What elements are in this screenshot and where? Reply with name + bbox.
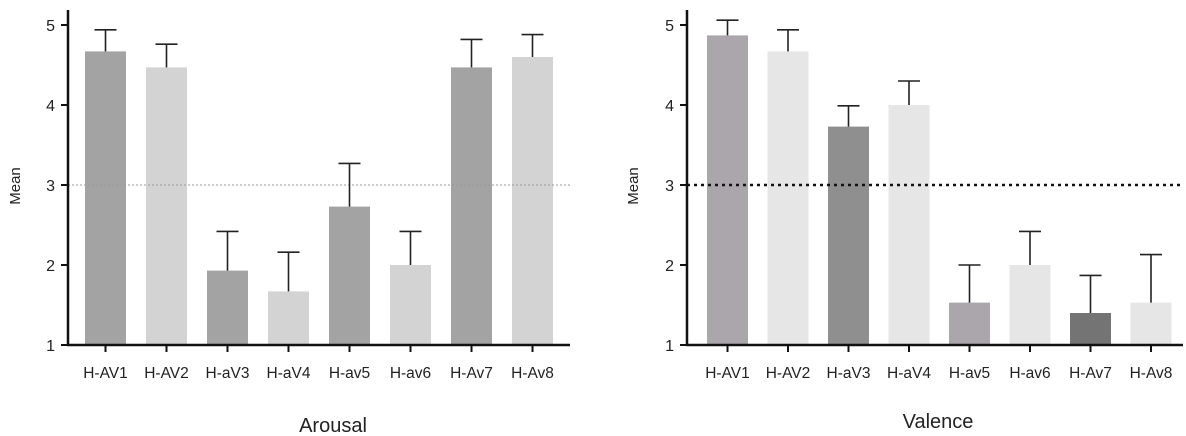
bar-H-aV3 [207, 270, 248, 345]
valence-chart: 1 2 3 4 5 H-AV1 H-AV2 H-aV3 H-aV4 H-av5 H-av6 H-Av7… [625, 10, 1183, 433]
bar-H-av6 [390, 265, 431, 345]
x-tick-label: H-av5 [949, 365, 990, 382]
x-tick-label: H-aV4 [267, 365, 311, 382]
bar-H-av5 [949, 302, 990, 345]
y-tick-label: 1 [665, 338, 674, 355]
x-axis-label: Valence [903, 411, 974, 433]
bar-H-AV1 [85, 51, 126, 346]
arousal-chart: 1 2 3 4 5 H-AV1 H-AV2 H-aV3 H-aV4 H-av5 H-av6 H-Av7… [7, 10, 570, 436]
y-tick-label: 5 [46, 18, 55, 35]
bar-H-aV3 [828, 126, 869, 345]
bar-H-aV4 [268, 291, 309, 345]
bar-H-aV4 [888, 105, 930, 345]
y-tick-label: 3 [46, 178, 55, 195]
bar-H-AV2 [146, 67, 187, 346]
bar-H-Av7 [451, 67, 492, 346]
x-tick-label: H-Av7 [1069, 365, 1112, 382]
x-tick-label: H-AV1 [705, 365, 750, 382]
y-tick-label: 2 [46, 258, 55, 275]
x-tick-label: H-Av8 [511, 365, 554, 382]
x-tick-label: H-aV3 [827, 365, 871, 382]
x-tick-label: H-aV4 [887, 365, 931, 382]
bar-H-Av7 [1070, 313, 1111, 345]
x-tick-label: H-av5 [329, 365, 370, 382]
bar-H-Av8 [1130, 302, 1172, 345]
y-tick-label: 1 [46, 338, 55, 355]
arousal-chart-panel: 1 2 3 4 5 H-AV1 H-AV2 H-aV3 H-aV4 H-av5 H-av6 H-Av7… [7, 10, 570, 436]
x-tick-label: H-av6 [390, 365, 431, 382]
bar-H-AV1 [707, 35, 748, 346]
x-tick-label: H-Av7 [450, 365, 493, 382]
valence-chart-panel: 1 2 3 4 5 H-AV1 H-AV2 H-aV3 H-aV4 H-av5 H-av6 H-Av7… [593, 0, 1186, 436]
bar-H-av5 [329, 206, 370, 345]
x-tick-label: H-Av8 [1130, 365, 1173, 382]
x-tick-label: H-aV3 [206, 365, 250, 382]
y-tick-label: 4 [665, 98, 674, 115]
bar-H-Av8 [512, 57, 553, 345]
x-tick-label: H-av6 [1009, 365, 1050, 382]
y-tick-label: 5 [665, 18, 674, 35]
y-tick-label: 4 [46, 98, 55, 115]
bar-H-AV2 [767, 51, 809, 346]
y-axis-label: Mean [625, 167, 642, 205]
y-axis-label: Mean [7, 167, 24, 205]
y-tick-label: 2 [665, 258, 674, 275]
x-tick-label: H-AV2 [766, 365, 811, 382]
y-tick-label: 3 [665, 178, 674, 195]
x-tick-label: H-AV1 [83, 365, 128, 382]
x-tick-label: H-AV2 [144, 365, 189, 382]
x-axis-label: Arousal [299, 415, 367, 436]
bar-H-av6 [1009, 265, 1051, 345]
